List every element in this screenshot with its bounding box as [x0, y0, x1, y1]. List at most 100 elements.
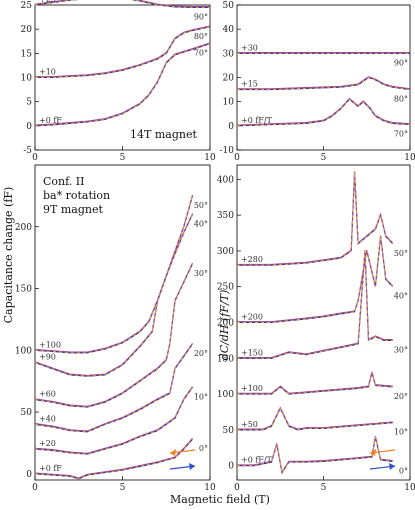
series-angle-label: 50° [394, 249, 408, 258]
series-angle-label: 40° [194, 219, 208, 228]
y-tick-label: 10 [223, 98, 235, 108]
series-line-up [237, 406, 393, 430]
x-tick-label: 0 [234, 153, 240, 163]
y-tick-label: 25 [21, 1, 33, 11]
series-line-down [237, 172, 394, 266]
sweep-up-arrowhead [389, 463, 395, 470]
x-tick-label: 5 [120, 153, 126, 163]
series-angle-label: 10° [194, 392, 208, 401]
y-tick-label: 150 [15, 285, 32, 295]
panel-bottom-left: 0 5 10050100150200+10050°+9040°+6030°+4020… [15, 164, 216, 493]
series-line-dashed [237, 172, 394, 266]
series-angle-label: 0° [399, 466, 408, 475]
series-line-up [34, 438, 193, 479]
series-line-down [237, 407, 393, 431]
y-tick-label: 400 [217, 175, 234, 185]
x-axis-label: Magnetic field (T) [170, 493, 270, 506]
y-axis-label-right: dC/dH (fF/T) [218, 290, 231, 361]
x-tick-label: 0 [32, 153, 38, 163]
y-tick-label: 20 [223, 74, 235, 84]
series-line-dashed [237, 250, 393, 359]
series-angle-label: 20° [194, 349, 208, 358]
series-line-down [34, 195, 194, 354]
series-line-dashed [237, 372, 393, 395]
y-tick-label: 250 [217, 283, 234, 293]
y-tick-label: 5 [26, 98, 32, 108]
sweep-up-arrowhead [189, 463, 195, 470]
series-angle-label: 20° [394, 392, 408, 401]
series-line-dashed [237, 407, 393, 431]
series-offset-label: +0 fF/T [241, 116, 273, 125]
series-line-dashed [236, 98, 411, 127]
series-offset-label: +0 fF [39, 116, 62, 125]
series-line-up [237, 76, 411, 90]
series-offset-label: +15 [241, 80, 258, 89]
series-angle-label: 70° [194, 49, 208, 58]
series-line-down [34, 0, 210, 8]
sweep-down-arrowhead [170, 449, 176, 456]
series-angle-label: 80° [394, 95, 408, 104]
series-line-dashed [237, 436, 393, 475]
series-angle-label: 70° [394, 130, 408, 139]
series-angle-label: 30° [394, 345, 408, 354]
series-offset-label: +150 [241, 348, 263, 357]
x-tick-label: 0 [32, 483, 38, 493]
x-tick-label: 5 [120, 483, 126, 493]
y-tick-label: 0 [26, 470, 32, 480]
y-tick-label: 50 [223, 1, 235, 11]
series-offset-label: +100 [39, 340, 61, 349]
x-tick-label: 5 [321, 483, 327, 493]
y-axis-label-left: Capacitance change (fF) [2, 187, 15, 324]
series-angle-label: 40° [394, 292, 408, 301]
series-line-up [35, 25, 211, 78]
series-line-dashed [34, 343, 193, 433]
y-tick-label: 30 [223, 49, 235, 59]
y-tick-label: 100 [217, 390, 234, 400]
panel-annotation: 9T magnet [43, 203, 103, 216]
x-tick-label: 10 [204, 153, 216, 163]
series-line-down [34, 263, 193, 408]
series-line-up [237, 171, 394, 265]
series-line-dashed [34, 43, 211, 127]
series-line-up [34, 0, 210, 8]
y-tick-label: 50 [223, 426, 235, 436]
series-line-down [237, 250, 393, 359]
series-offset-label: +0 fF [39, 464, 62, 473]
y-tick-label: 20 [21, 25, 33, 35]
series-line-up [34, 386, 193, 454]
series-offset-label: +0 fF/T [241, 456, 273, 465]
series-angle-label: 90° [194, 12, 208, 21]
series-line-up [34, 342, 193, 432]
y-tick-label: 15 [21, 49, 33, 59]
y-tick-label: -5 [23, 146, 32, 156]
series-offset-label: +90 [39, 353, 56, 362]
y-tick-label: 200 [15, 223, 32, 233]
series-line-up [237, 235, 394, 323]
series-line-dashed [34, 263, 193, 408]
y-tick-label: 40 [223, 25, 235, 35]
series-line-up [34, 213, 193, 376]
series-angle-label: 30° [194, 269, 208, 278]
y-tick-label: 50 [21, 408, 33, 418]
series-angle-label: 90° [394, 58, 408, 67]
series-line-dashed [237, 76, 411, 91]
panel-annotation: 14T magnet [130, 128, 197, 141]
y-tick-label: -10 [220, 146, 235, 156]
y-tick-label: 0 [228, 122, 234, 132]
y-tick-label: 200 [217, 319, 234, 329]
series-line-up [34, 42, 211, 126]
series-offset-label: +100 [241, 384, 263, 393]
y-tick-label: 350 [217, 211, 234, 221]
series-line-dashed [34, 438, 193, 480]
plot-frame [236, 4, 411, 151]
series-line-dashed [34, 214, 193, 377]
series-offset-label: +280 [241, 255, 263, 264]
panel-bottom-right: 0 5 10050100150200250300350400+28050°+2004… [217, 164, 415, 493]
panel-annotation: ba* rotation [43, 189, 110, 202]
y-tick-label: 300 [217, 247, 234, 257]
x-tick-label: 0 [234, 483, 240, 493]
series-line-up [34, 194, 194, 353]
series-line-up [236, 97, 411, 126]
